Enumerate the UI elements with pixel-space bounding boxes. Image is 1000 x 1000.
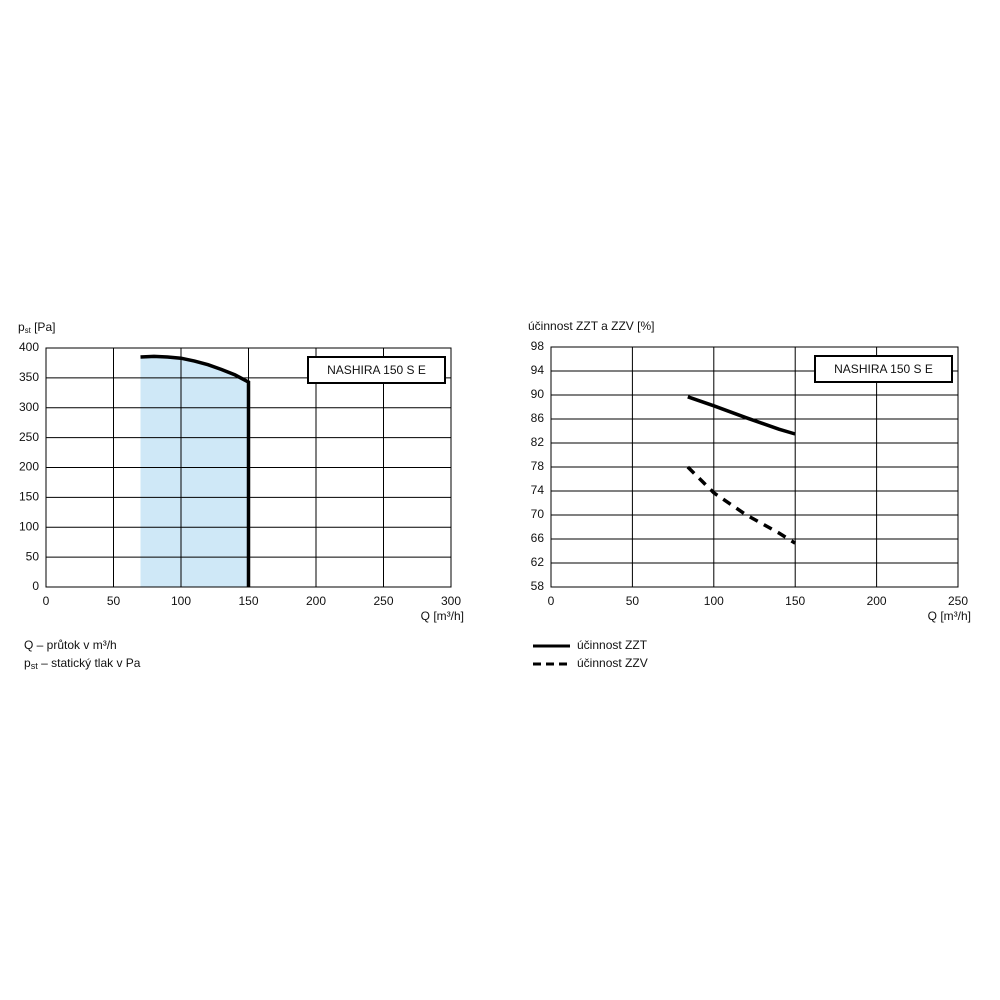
note-part: p — [24, 656, 31, 670]
x-tick-label: 200 — [306, 594, 326, 608]
annotation-box — [307, 356, 446, 384]
x-tick-label: 250 — [948, 594, 968, 608]
x-tick-label: 100 — [171, 594, 191, 608]
x-tick-label: 300 — [441, 594, 461, 608]
x-tick-label: 0 — [548, 594, 555, 608]
x-tick-label: 50 — [107, 594, 121, 608]
y-tick-label: 100 — [19, 519, 39, 533]
y-tick-label: 150 — [19, 490, 39, 504]
line — [687, 395, 796, 436]
note-part: Q – průtok v m³/h — [24, 638, 117, 652]
y-tick-label: 50 — [26, 549, 40, 563]
y-axis-label: pst [Pa] — [18, 320, 55, 335]
x-tick-label: 150 — [785, 594, 805, 608]
y-tick-label: 58 — [531, 579, 545, 593]
x-tick-label: 200 — [867, 594, 887, 608]
y-tick-label: 90 — [531, 387, 545, 401]
x-axis-label: Q [m³/h] — [928, 609, 971, 623]
y-tick-label: 86 — [531, 411, 545, 425]
note: Q – průtok v m³/h — [24, 638, 117, 652]
y-tick-label: 200 — [19, 460, 39, 474]
y-tick-label: 66 — [531, 531, 545, 545]
y-axis-label-part: [Pa] — [31, 320, 56, 334]
note-part: – statický tlak v Pa — [38, 656, 141, 670]
legend-label: účinnost ZZV — [577, 656, 648, 670]
x-tick-label: 0 — [43, 594, 50, 608]
y-tick-label: 62 — [531, 555, 545, 569]
y-tick-label: 94 — [531, 363, 545, 377]
area-fill — [140, 356, 249, 587]
y-tick-label: 74 — [531, 483, 545, 497]
y-tick-label: 98 — [531, 339, 545, 353]
x-tick-label: 150 — [238, 594, 258, 608]
x-tick-label: 250 — [373, 594, 393, 608]
line — [686, 465, 797, 545]
y-axis-label-part: účinnost ZZT a ZZV [%] — [528, 319, 654, 333]
y-tick-label: 70 — [531, 507, 545, 521]
note-part: st — [31, 661, 39, 671]
line — [140, 354, 251, 587]
legend-label: účinnost ZZT — [577, 638, 648, 652]
x-tick-label: 100 — [704, 594, 724, 608]
plot-frame — [550, 346, 959, 588]
annotation-box — [814, 355, 953, 383]
y-tick-label: 250 — [19, 430, 39, 444]
y-axis-label-part: p — [18, 320, 25, 334]
y-tick-label: 350 — [19, 370, 39, 384]
y-tick-label: 400 — [19, 340, 39, 354]
y-tick-label: 82 — [531, 435, 545, 449]
x-tick-label: 50 — [626, 594, 640, 608]
annotation: NASHIRA 150 S E — [327, 363, 426, 377]
x-axis-label: Q [m³/h] — [421, 609, 464, 623]
y-tick-label: 300 — [19, 400, 39, 414]
y-axis-label-part: st — [25, 326, 32, 335]
y-axis-label: účinnost ZZT a ZZV [%] — [528, 319, 654, 333]
y-tick-label: 0 — [32, 579, 39, 593]
note: pst – statický tlak v Pa — [24, 656, 141, 671]
y-tick-label: 78 — [531, 459, 545, 473]
annotation: NASHIRA 150 S E — [834, 362, 933, 376]
